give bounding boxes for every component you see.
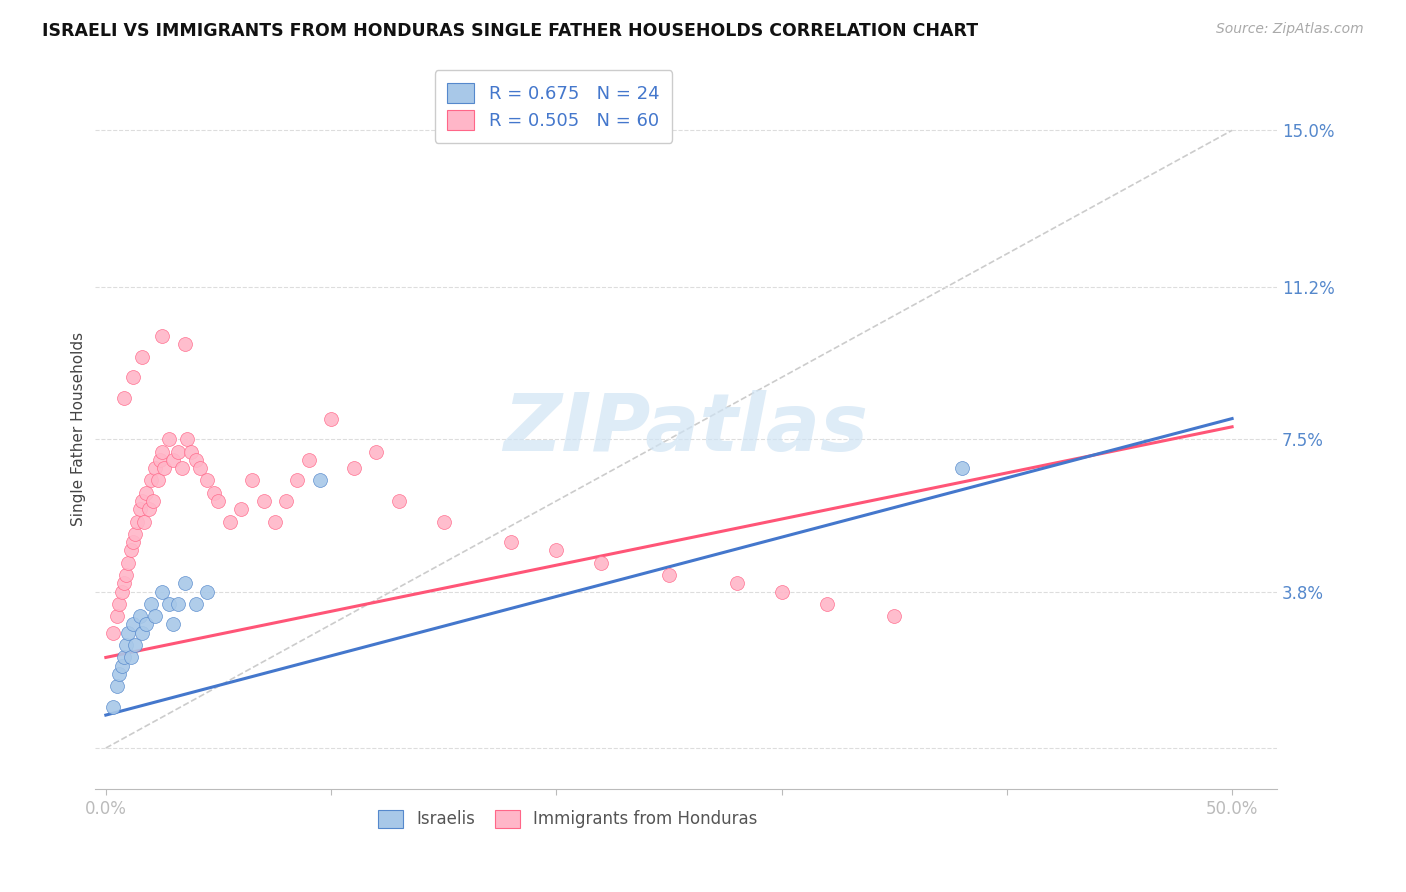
Point	[195, 584, 218, 599]
Point	[180, 444, 202, 458]
Point	[142, 494, 165, 508]
Point	[115, 568, 138, 582]
Point	[139, 597, 162, 611]
Point	[121, 617, 143, 632]
Text: ZIPatlas: ZIPatlas	[503, 390, 869, 468]
Point	[207, 494, 229, 508]
Point	[138, 502, 160, 516]
Point	[252, 494, 274, 508]
Point	[131, 625, 153, 640]
Text: ISRAELI VS IMMIGRANTS FROM HONDURAS SINGLE FATHER HOUSEHOLDS CORRELATION CHART: ISRAELI VS IMMIGRANTS FROM HONDURAS SING…	[42, 22, 979, 40]
Point	[135, 485, 157, 500]
Point	[134, 515, 156, 529]
Point	[229, 502, 252, 516]
Point	[240, 474, 263, 488]
Point	[108, 667, 131, 681]
Point	[112, 650, 135, 665]
Point	[173, 337, 195, 351]
Point	[190, 461, 212, 475]
Point	[131, 350, 153, 364]
Point	[658, 568, 681, 582]
Point	[124, 527, 146, 541]
Point	[195, 474, 218, 488]
Point	[285, 474, 308, 488]
Point	[274, 494, 297, 508]
Point	[120, 543, 142, 558]
Point	[145, 461, 167, 475]
Point	[162, 617, 184, 632]
Point	[150, 329, 173, 343]
Point	[263, 515, 285, 529]
Legend: Israelis, Immigrants from Honduras: Israelis, Immigrants from Honduras	[371, 803, 765, 835]
Point	[433, 515, 456, 529]
Text: Source: ZipAtlas.com: Source: ZipAtlas.com	[1216, 22, 1364, 37]
Point	[150, 584, 173, 599]
Point	[725, 576, 748, 591]
Point	[101, 699, 124, 714]
Point	[117, 556, 139, 570]
Point	[124, 638, 146, 652]
Point	[176, 432, 198, 446]
Point	[153, 461, 176, 475]
Point	[105, 679, 128, 693]
Point	[218, 515, 240, 529]
Point	[139, 474, 162, 488]
Point	[117, 625, 139, 640]
Point	[145, 609, 167, 624]
Point	[308, 474, 330, 488]
Point	[388, 494, 411, 508]
Point	[173, 576, 195, 591]
Point	[121, 370, 143, 384]
Point	[883, 609, 905, 624]
Point	[591, 556, 613, 570]
Point	[167, 597, 190, 611]
Point	[343, 461, 366, 475]
Point	[108, 597, 131, 611]
Point	[128, 502, 150, 516]
Point	[110, 658, 132, 673]
Point	[167, 444, 190, 458]
Y-axis label: Single Father Households: Single Father Households	[72, 332, 86, 526]
Point	[297, 452, 319, 467]
Point	[121, 535, 143, 549]
Point	[115, 638, 138, 652]
Point	[157, 432, 180, 446]
Point	[150, 444, 173, 458]
Point	[815, 597, 838, 611]
Point	[127, 515, 149, 529]
Point	[157, 597, 180, 611]
Point	[770, 584, 793, 599]
Point	[162, 452, 184, 467]
Point	[105, 609, 128, 624]
Point	[546, 543, 568, 558]
Point	[146, 474, 169, 488]
Point	[501, 535, 523, 549]
Point	[101, 625, 124, 640]
Point	[202, 485, 225, 500]
Point	[950, 461, 973, 475]
Point	[184, 452, 207, 467]
Point	[172, 461, 194, 475]
Point	[366, 444, 388, 458]
Point	[128, 609, 150, 624]
Point	[184, 597, 207, 611]
Point	[135, 617, 157, 632]
Point	[112, 576, 135, 591]
Point	[319, 411, 342, 425]
Point	[149, 452, 172, 467]
Point	[131, 494, 153, 508]
Point	[110, 584, 132, 599]
Point	[112, 391, 135, 405]
Point	[120, 650, 142, 665]
